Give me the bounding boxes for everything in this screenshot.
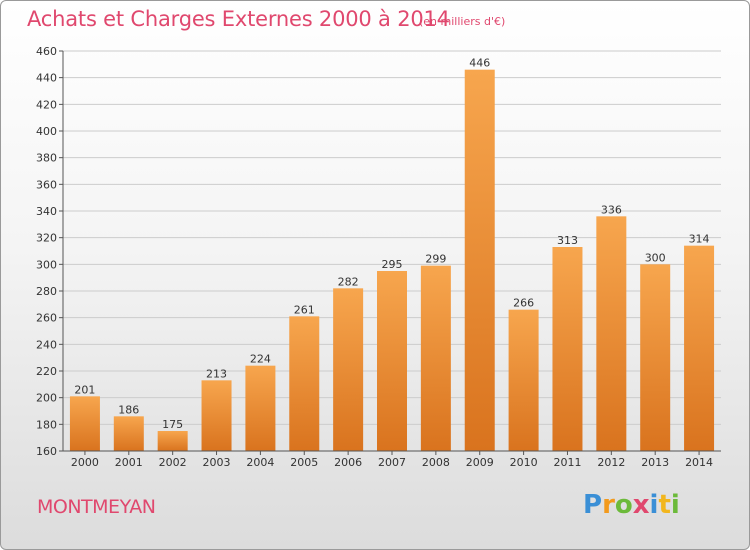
bar-2004 — [245, 365, 276, 451]
bar-2013 — [640, 264, 671, 451]
value-label-2011: 313 — [557, 234, 578, 247]
value-label-2008: 299 — [425, 253, 446, 266]
y-tick-label: 420 — [36, 98, 57, 111]
bar-2005 — [289, 316, 320, 451]
x-axis-ticks: 2000 2001 2002 2003 2004 2005 2006 2007 2008 2009… — [71, 451, 713, 469]
y-tick-label: 220 — [36, 365, 57, 378]
x-tick-label: 2014 — [685, 456, 713, 469]
x-tick-label: 2002 — [159, 456, 187, 469]
x-tick-label: 2003 — [203, 456, 231, 469]
value-label-2013: 300 — [645, 251, 666, 264]
x-tick-label: 2013 — [641, 456, 669, 469]
bar-2009 — [464, 69, 495, 452]
bar-2010 — [508, 309, 539, 451]
value-label-2006: 282 — [338, 275, 359, 288]
value-label-2000: 201 — [74, 383, 95, 396]
y-tick-label: 300 — [36, 258, 57, 271]
y-tick-label: 360 — [36, 178, 57, 191]
x-tick-label: 2004 — [246, 456, 274, 469]
proxiti-logo: Proxiti — [583, 490, 680, 520]
x-tick-label: 2001 — [115, 456, 143, 469]
y-tick-label: 160 — [36, 445, 57, 458]
bars — [69, 69, 715, 452]
commune-name: MONTMEYAN — [37, 496, 156, 518]
chart-subtitle: (en milliers d'€) — [419, 15, 506, 28]
x-tick-label: 2007 — [378, 456, 406, 469]
bar-2001 — [113, 416, 144, 451]
value-label-2003: 213 — [206, 367, 227, 380]
x-tick-label: 2012 — [597, 456, 625, 469]
bar-2000 — [69, 396, 100, 451]
value-label-2002: 175 — [162, 418, 183, 431]
bar-2011 — [552, 247, 583, 451]
y-tick-label: 260 — [36, 312, 57, 325]
value-label-2001: 186 — [118, 403, 139, 416]
x-tick-label: 2010 — [510, 456, 538, 469]
x-tick-label: 2008 — [422, 456, 450, 469]
y-tick-label: 280 — [36, 285, 57, 298]
x-tick-label: 2011 — [553, 456, 581, 469]
y-tick-label: 240 — [36, 338, 57, 351]
bar-2006 — [333, 288, 364, 451]
x-tick-label: 2005 — [290, 456, 318, 469]
x-tick-label: 2000 — [71, 456, 99, 469]
bar-2003 — [201, 380, 232, 451]
value-label-2012: 336 — [601, 203, 622, 216]
value-label-2004: 224 — [250, 353, 271, 366]
y-axis-ticks: 160 180 200 220 240 260 280 300 320 340 360 380 400 4… — [36, 45, 63, 458]
y-tick-label: 340 — [36, 205, 57, 218]
y-tick-label: 460 — [36, 45, 57, 58]
value-label-2009: 446 — [469, 57, 490, 70]
y-tick-label: 320 — [36, 232, 57, 245]
value-label-2005: 261 — [294, 303, 315, 316]
chart-title: Achats et Charges Externes 2000 à 2014 — [27, 7, 450, 31]
y-tick-label: 440 — [36, 72, 57, 85]
value-label-2007: 295 — [382, 258, 403, 271]
y-tick-label: 180 — [36, 418, 57, 431]
x-tick-label: 2009 — [466, 456, 494, 469]
bar-2008 — [420, 265, 451, 451]
y-tick-label: 200 — [36, 392, 57, 405]
value-labels: 201 186 175 213 224 261 282 295 299 446 266 313 336 3… — [74, 57, 709, 431]
value-label-2010: 266 — [513, 297, 534, 310]
y-tick-label: 380 — [36, 152, 57, 165]
bar-2007 — [377, 271, 407, 451]
bar-2014 — [684, 245, 715, 451]
bar-2002 — [157, 431, 188, 451]
value-label-2014: 314 — [689, 233, 710, 246]
axes — [62, 51, 721, 452]
y-tick-label: 400 — [36, 125, 57, 138]
x-tick-label: 2006 — [334, 456, 362, 469]
bar-2012 — [596, 216, 627, 451]
